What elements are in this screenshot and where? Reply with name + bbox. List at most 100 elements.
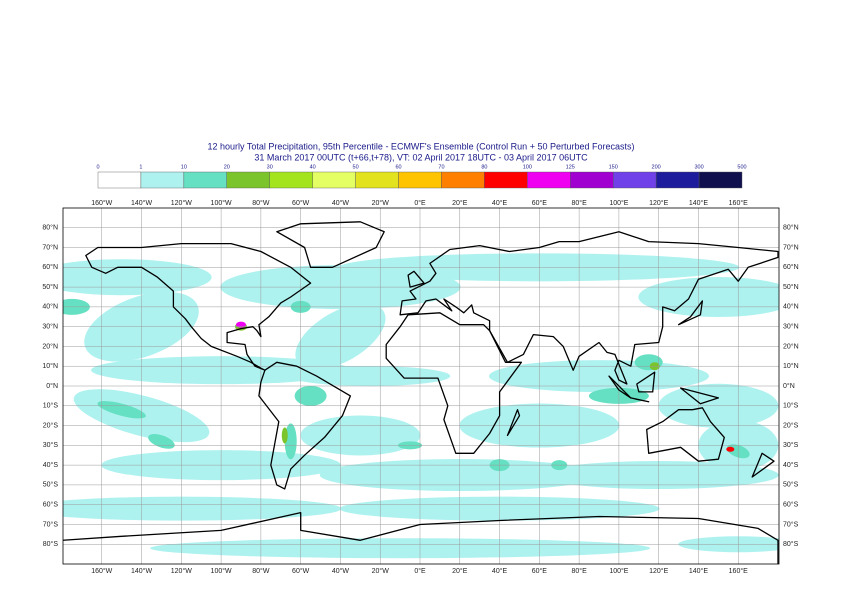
lon-label: 140°W: [131, 199, 152, 207]
lon-label: 100°E: [609, 567, 628, 575]
lat-label: 50°S: [783, 481, 799, 489]
legend-level: 1: [139, 164, 142, 170]
lat-label: 60°S: [43, 501, 59, 509]
lon-label: 140°E: [689, 199, 708, 207]
legend-level: 40: [310, 164, 316, 170]
lon-label: 80°W: [252, 199, 270, 207]
lon-label: 40°W: [332, 199, 350, 207]
lat-label: 80°S: [43, 540, 59, 548]
lat-label: 30°N: [783, 323, 799, 331]
lon-label: 100°E: [609, 199, 628, 207]
lon-label: 60°W: [292, 567, 310, 575]
precip-area: [294, 385, 327, 406]
legend-swatch: [441, 171, 485, 189]
map-frame: [62, 207, 780, 565]
precip-area: [281, 427, 288, 444]
lon-label: 80°E: [571, 567, 587, 575]
legend-swatch: [312, 171, 356, 189]
legend-swatch: [484, 171, 528, 189]
lon-label: 20°W: [372, 199, 390, 207]
lon-label: 100°W: [211, 199, 232, 207]
legend-level: 30: [267, 164, 273, 170]
precip-area: [726, 446, 735, 452]
lat-label: 10°N: [783, 362, 799, 370]
lat-label: 50°N: [42, 283, 58, 291]
axes: 160°W 160°W 140°W 140°W 120°W 120°W 100°W 100°W…: [42, 199, 798, 575]
lat-label: 70°N: [783, 243, 799, 251]
legend: 0 1 10 20 30 40 50 60 70 80 100 125 150 200 300 500: [96, 164, 747, 189]
legend-level: 200: [652, 164, 661, 170]
legend-level: 150: [609, 164, 618, 170]
legend-swatch: [355, 171, 399, 189]
lon-label: 60°E: [532, 567, 548, 575]
lat-label: 80°N: [783, 224, 799, 232]
legend-level: 100: [523, 164, 532, 170]
legend-swatch: [226, 171, 270, 189]
legend-swatch: [183, 171, 228, 189]
lon-label: 160°E: [729, 567, 748, 575]
lat-label: 30°S: [43, 441, 59, 449]
lat-label: 40°S: [783, 461, 799, 469]
lat-label: 10°N: [42, 362, 58, 370]
lon-label: 20°E: [452, 199, 468, 207]
legend-swatch: [269, 171, 313, 189]
lat-label: 70°S: [43, 520, 59, 528]
coastline: [677, 300, 704, 326]
legend-level: 125: [566, 164, 575, 170]
lon-label: 120°E: [649, 567, 668, 575]
lon-label: 40°E: [492, 199, 508, 207]
precip-area: [148, 433, 175, 449]
precip-area: [489, 360, 710, 393]
lat-label: 70°N: [42, 243, 58, 251]
precip-area: [97, 401, 146, 419]
legend-swatch: [570, 171, 614, 189]
lat-label: 30°N: [42, 323, 58, 331]
lon-label: 40°W: [332, 567, 350, 575]
lon-label: 160°W: [91, 199, 112, 207]
lat-label: 20°S: [783, 421, 799, 429]
lat-label: 50°S: [43, 481, 59, 489]
coastline: [85, 242, 312, 371]
legend-level: 300: [694, 164, 703, 170]
precip-area: [63, 259, 212, 296]
lat-label: 80°N: [42, 224, 58, 232]
lat-label: 20°N: [783, 342, 799, 350]
lat-label: 70°S: [783, 520, 799, 528]
lon-label: 140°E: [689, 567, 708, 575]
lat-label: 40°N: [783, 303, 799, 311]
precip-area: [290, 366, 451, 387]
coastline: [679, 387, 720, 405]
lon-label: 0°E: [414, 199, 426, 207]
lat-label: 40°S: [43, 461, 59, 469]
legend-level: 70: [438, 164, 444, 170]
legend-level: 20: [224, 164, 230, 170]
coastline: [646, 407, 725, 462]
legend-swatch: [527, 171, 571, 189]
legend-level: 10: [181, 164, 187, 170]
legend-level: 0: [96, 164, 99, 170]
lon-label: 120°W: [171, 199, 192, 207]
precip-area: [63, 496, 342, 521]
lon-label: 20°E: [452, 567, 468, 575]
legend-swatch: [655, 171, 700, 189]
lat-label: 60°N: [783, 263, 799, 271]
lon-label: 160°W: [91, 567, 112, 575]
precip-area: [150, 538, 651, 559]
coastline: [385, 312, 523, 454]
lat-label: 20°S: [43, 421, 59, 429]
lat-label: 0°N: [783, 382, 795, 390]
legend-level: 80: [481, 164, 487, 170]
lon-label: 120°E: [649, 199, 668, 207]
lon-label: 60°W: [292, 199, 310, 207]
lon-label: 160°E: [729, 199, 748, 207]
legend-swatch: [140, 171, 185, 189]
coastline: [630, 397, 650, 403]
precip-area: [284, 423, 297, 460]
lat-label: 50°N: [783, 283, 799, 291]
legend-level: 50: [353, 164, 359, 170]
coastline: [399, 231, 779, 385]
legend-swatch: [398, 171, 442, 189]
title-line: 12 hourly Total Precipitation, 95th Perc…: [208, 141, 635, 151]
lat-label: 60°S: [783, 501, 799, 509]
